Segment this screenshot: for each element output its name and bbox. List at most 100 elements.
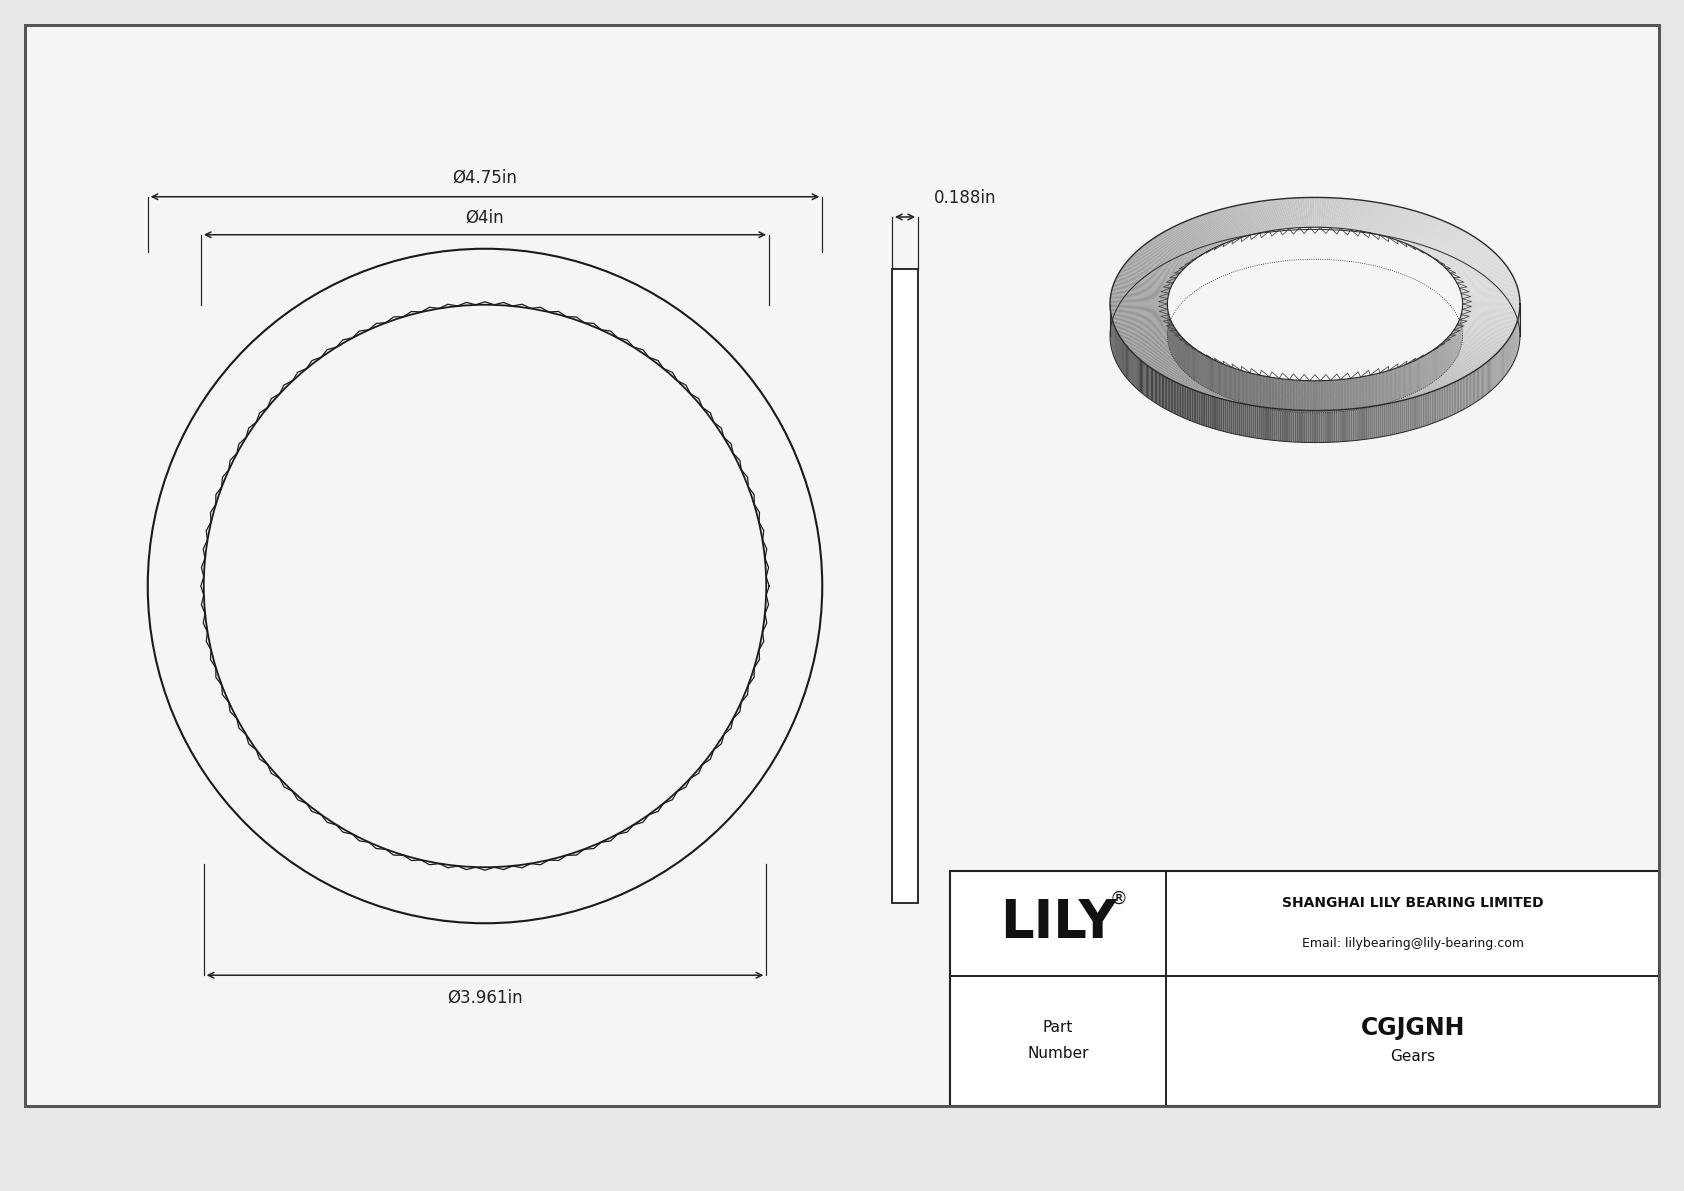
Polygon shape [1138, 249, 1189, 264]
Polygon shape [1202, 368, 1236, 394]
Polygon shape [1340, 380, 1352, 409]
Polygon shape [1440, 247, 1489, 263]
Polygon shape [1378, 405, 1379, 437]
Polygon shape [1436, 243, 1485, 261]
Polygon shape [1369, 375, 1393, 404]
Polygon shape [1364, 376, 1386, 405]
Polygon shape [1428, 236, 1475, 256]
Polygon shape [1288, 410, 1290, 442]
Polygon shape [1110, 305, 1167, 307]
Polygon shape [1110, 303, 1167, 304]
Polygon shape [1410, 362, 1450, 386]
Polygon shape [1120, 329, 1175, 339]
Polygon shape [1194, 389, 1196, 423]
Polygon shape [1207, 369, 1238, 395]
Polygon shape [1367, 407, 1369, 439]
Polygon shape [1445, 252, 1495, 268]
Polygon shape [1303, 381, 1308, 411]
Polygon shape [1415, 225, 1455, 248]
Polygon shape [1371, 205, 1394, 233]
Polygon shape [1229, 374, 1255, 401]
Polygon shape [1276, 199, 1288, 229]
Polygon shape [1408, 220, 1445, 245]
Text: Gears: Gears [1389, 1049, 1435, 1065]
Polygon shape [1148, 349, 1196, 367]
Polygon shape [1458, 322, 1514, 329]
Polygon shape [1123, 332, 1179, 344]
Polygon shape [1445, 254, 1497, 269]
Polygon shape [1292, 380, 1300, 410]
Polygon shape [1155, 237, 1201, 256]
Polygon shape [1118, 274, 1174, 283]
Polygon shape [1201, 368, 1234, 393]
Polygon shape [1243, 376, 1265, 405]
Polygon shape [1460, 318, 1517, 324]
Polygon shape [1421, 230, 1463, 251]
Polygon shape [1228, 400, 1231, 434]
Polygon shape [1357, 409, 1359, 441]
Polygon shape [1251, 405, 1253, 437]
Polygon shape [1398, 216, 1433, 242]
Polygon shape [1453, 266, 1507, 278]
Polygon shape [1344, 199, 1357, 229]
Polygon shape [1388, 404, 1389, 436]
Polygon shape [1410, 362, 1447, 386]
Polygon shape [1334, 410, 1335, 442]
Polygon shape [1223, 208, 1250, 236]
Polygon shape [1462, 307, 1519, 311]
Polygon shape [1116, 276, 1172, 286]
Polygon shape [1288, 380, 1298, 410]
Polygon shape [1314, 198, 1317, 227]
Polygon shape [1314, 381, 1317, 411]
Polygon shape [1170, 227, 1212, 250]
Polygon shape [1458, 320, 1516, 328]
Polygon shape [1416, 360, 1457, 382]
Polygon shape [1455, 328, 1511, 338]
Polygon shape [1455, 268, 1509, 280]
Polygon shape [1110, 297, 1167, 300]
Polygon shape [1297, 380, 1303, 410]
Polygon shape [1431, 238, 1477, 257]
Polygon shape [1420, 229, 1462, 250]
Polygon shape [1346, 200, 1361, 229]
Polygon shape [1116, 323, 1172, 331]
Polygon shape [1246, 376, 1266, 405]
Polygon shape [1438, 244, 1487, 262]
Polygon shape [1450, 261, 1504, 274]
Polygon shape [1312, 381, 1315, 411]
Polygon shape [1462, 308, 1519, 312]
Polygon shape [1280, 409, 1282, 441]
Polygon shape [1340, 410, 1342, 442]
Polygon shape [1420, 357, 1462, 379]
Polygon shape [1111, 314, 1169, 319]
Polygon shape [1442, 387, 1443, 419]
Polygon shape [1164, 231, 1207, 252]
Polygon shape [1147, 242, 1196, 260]
Polygon shape [1283, 199, 1295, 229]
Polygon shape [1340, 199, 1352, 229]
Polygon shape [1111, 294, 1169, 298]
Polygon shape [1118, 272, 1174, 281]
Polygon shape [1234, 206, 1258, 233]
Polygon shape [1298, 198, 1305, 227]
Polygon shape [1312, 198, 1315, 227]
Polygon shape [1458, 280, 1516, 288]
Polygon shape [1143, 347, 1192, 364]
Polygon shape [1297, 198, 1303, 227]
Polygon shape [1431, 350, 1477, 370]
Polygon shape [1399, 217, 1435, 242]
Polygon shape [1458, 323, 1514, 331]
Polygon shape [1320, 198, 1325, 227]
Polygon shape [1261, 201, 1278, 230]
Polygon shape [1329, 410, 1330, 442]
Polygon shape [1263, 379, 1280, 407]
Polygon shape [1374, 406, 1376, 438]
Polygon shape [1394, 214, 1426, 239]
Polygon shape [1452, 333, 1504, 345]
Polygon shape [1324, 381, 1330, 411]
Polygon shape [1177, 224, 1218, 247]
Polygon shape [1386, 211, 1416, 237]
Polygon shape [1165, 230, 1207, 251]
Polygon shape [1421, 394, 1423, 428]
Polygon shape [1372, 206, 1398, 233]
